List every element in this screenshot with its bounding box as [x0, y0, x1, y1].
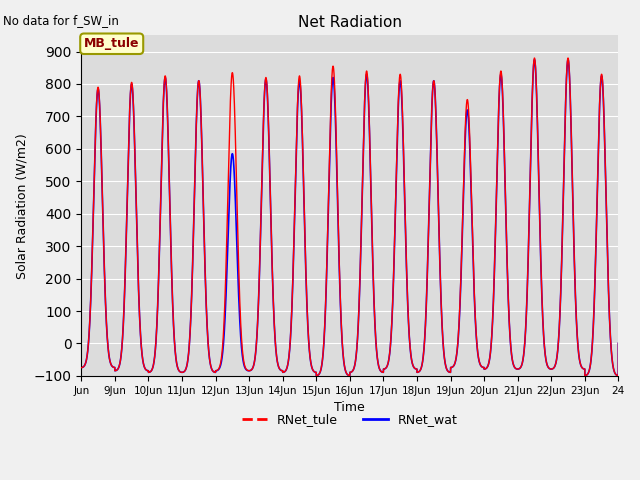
- RNet_wat: [318, 359, 326, 365]
- RNet_tule: [546, 366, 554, 372]
- RNet_tule: [216, 361, 224, 367]
- Line: RNet_wat: RNet_wat: [81, 60, 618, 376]
- RNet_wat: [96, 115, 104, 120]
- Title: Net Radiation: Net Radiation: [298, 15, 402, 30]
- RNet_tule: [614, 373, 622, 379]
- RNet_wat: [614, 373, 622, 379]
- RNet_tule: [243, 366, 250, 372]
- Text: MB_tule: MB_tule: [84, 37, 140, 50]
- RNet_wat: [564, 57, 572, 62]
- RNet_wat: [614, 340, 622, 346]
- RNet_tule: [481, 366, 488, 372]
- Legend: RNet_tule, RNet_wat: RNet_tule, RNet_wat: [237, 408, 463, 431]
- RNet_tule: [614, 340, 622, 346]
- Line: RNet_tule: RNet_tule: [81, 58, 618, 376]
- Text: No data for f_SW_in: No data for f_SW_in: [3, 14, 119, 27]
- RNet_tule: [77, 365, 85, 371]
- Y-axis label: Solar Radiation (W/m2): Solar Radiation (W/m2): [15, 133, 28, 278]
- RNet_wat: [243, 367, 250, 372]
- RNet_tule: [96, 113, 104, 119]
- RNet_wat: [216, 363, 224, 369]
- RNet_tule: [318, 359, 326, 364]
- RNet_wat: [546, 366, 554, 372]
- RNet_wat: [77, 365, 85, 371]
- RNet_tule: [564, 55, 572, 61]
- RNet_wat: [481, 366, 488, 372]
- X-axis label: Time: Time: [335, 401, 365, 414]
